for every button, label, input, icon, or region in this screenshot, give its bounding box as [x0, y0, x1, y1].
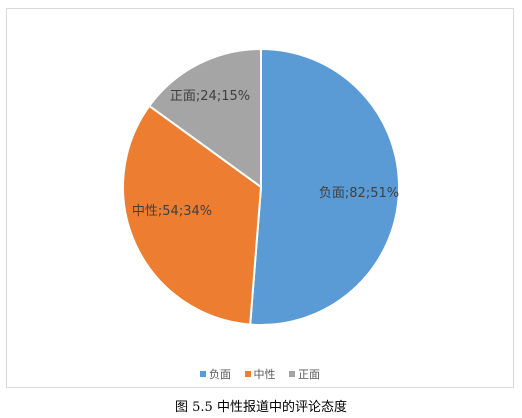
chart-frame: 负面;82;51% 中性;54;34% 正面;24;15% 负面 中性 正面 — [6, 8, 514, 388]
data-label-negative: 负面;82;51% — [319, 186, 399, 201]
pie-slice-positive — [147, 47, 262, 189]
pie-chart: 负面;82;51% 中性;54;34% 正面;24;15% — [122, 47, 400, 326]
figure-caption: 图 5.5 中性报道中的评论态度 — [175, 400, 347, 415]
legend-label-negative: 负面 — [209, 368, 231, 381]
legend-swatch-neutral — [244, 371, 251, 377]
legend-swatch-positive — [289, 371, 295, 377]
legend-swatch-negative — [200, 371, 206, 377]
legend-item-positive: 正面 — [289, 366, 320, 382]
pie-slice-neutral — [122, 104, 263, 326]
pie-slice-negative — [249, 47, 400, 326]
data-label-neutral: 中性;54;34% — [132, 204, 212, 219]
legend-label-neutral: 中性 — [253, 368, 276, 381]
data-label-positive: 正面;24;15% — [170, 89, 250, 104]
legend-label-positive: 正面 — [298, 368, 320, 381]
legend-item-neutral: 中性 — [244, 366, 276, 382]
legend: 负面 中性 正面 — [7, 366, 513, 382]
legend-item-negative: 负面 — [200, 366, 231, 382]
